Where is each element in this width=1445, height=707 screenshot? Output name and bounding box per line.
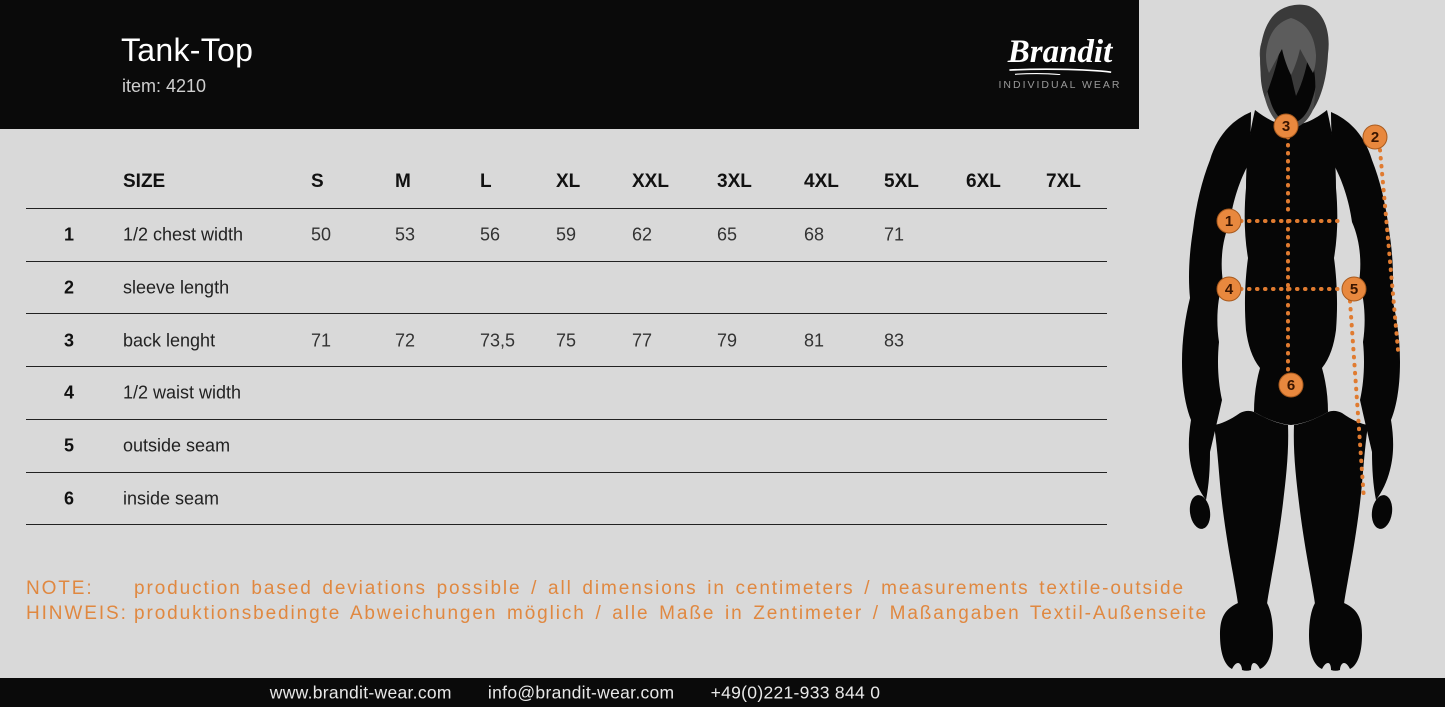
svg-text:5: 5 [1350,281,1358,298]
svg-text:4: 4 [1225,281,1234,298]
svg-text:3: 3 [1282,118,1290,135]
svg-text:2: 2 [1371,129,1379,146]
svg-text:1: 1 [1225,213,1233,230]
svg-text:6: 6 [1287,377,1295,394]
